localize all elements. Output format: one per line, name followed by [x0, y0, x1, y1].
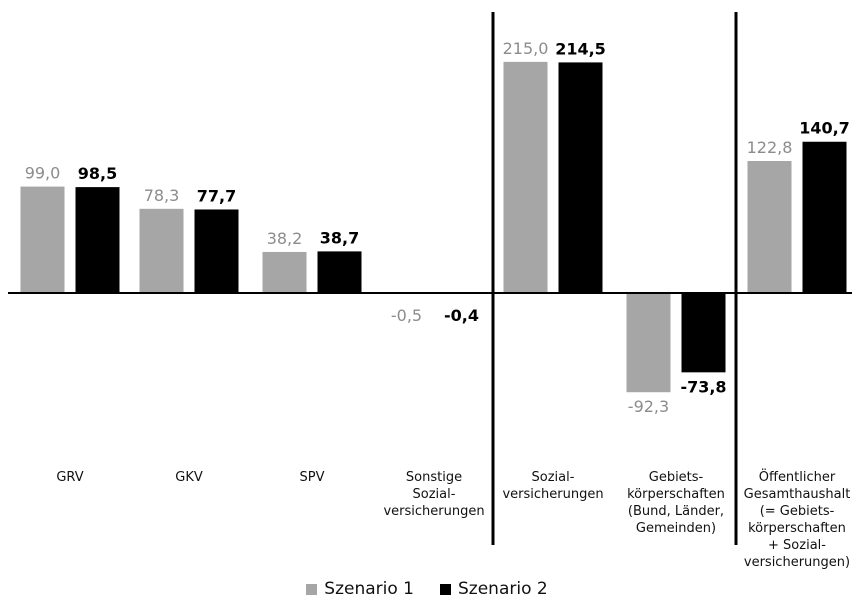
value-label-series2-cat5: 214,5 [555, 39, 606, 58]
value-label-series1-cat3: 38,2 [267, 229, 303, 248]
legend-item-szenario-2: Szenario 2 [440, 579, 548, 599]
bar-series2-cat2 [194, 209, 239, 293]
bar-series2-cat5 [558, 62, 603, 293]
value-label-series1-cat1: 99,0 [25, 164, 61, 183]
legend-item-szenario-1: Szenario 1 [306, 579, 414, 599]
value-label-series2-cat1: 98,5 [78, 164, 117, 183]
value-label-series2-cat3: 38,7 [320, 228, 359, 247]
value-label-series2-cat2: 77,7 [197, 186, 236, 205]
category-label-1: GRV [56, 470, 83, 485]
value-label-series2-cat6: -73,8 [680, 377, 726, 396]
legend-swatch-szenario-2 [440, 583, 451, 595]
value-labels-layer: 99,0 98,5 78,3 77,7 38,2 38,7 -0,5 -0,4 215,0 214… [25, 39, 850, 416]
value-label-series2-cat4: -0,4 [444, 306, 479, 325]
bar-series2-cat1 [75, 187, 120, 293]
value-label-series1-cat7: 122,8 [747, 138, 793, 157]
bar-series2-cat3 [317, 251, 362, 293]
legend-swatch-szenario-1 [306, 583, 318, 595]
bar-series1-cat3 [262, 251, 307, 293]
bar-series2-cat6 [681, 293, 726, 373]
bar-series1-cat7 [747, 160, 792, 293]
value-label-series1-cat4: -0,5 [391, 306, 422, 325]
value-label-series1-cat6: -92,3 [628, 397, 669, 416]
category-label-5: Sozial-versicherungen [502, 470, 603, 502]
category-label-4: Sonstige Sozial-versicherungen [383, 470, 484, 519]
value-label-series1-cat2: 78,3 [144, 186, 180, 205]
category-label-2: GKV [175, 470, 203, 485]
bar-series1-cat6 [626, 293, 671, 393]
bar-series1-cat2 [139, 208, 184, 293]
legend: Szenario 1 Szenario 2 [0, 576, 854, 602]
value-label-series1-cat5: 215,0 [503, 39, 549, 58]
legend-label-szenario-2: Szenario 2 [458, 579, 548, 599]
category-labels-layer: GRV GKV SPV Sonstige Sozial-versicherungen So… [56, 468, 850, 570]
axis-layer [8, 12, 852, 545]
category-label-7: Öffentlicher Gesamthaushalt (= Gebiets-kör… [744, 468, 851, 570]
bars-layer [20, 61, 847, 393]
bar-series1-cat1 [20, 186, 65, 293]
category-label-6: Gebiets-körperschaften (Bund, Länder, Geme… [627, 470, 725, 536]
category-label-3: SPV [300, 470, 325, 485]
bar-series2-cat7 [802, 141, 847, 293]
value-label-series2-cat7: 140,7 [799, 119, 850, 138]
bar-series1-cat5 [503, 61, 548, 293]
legend-label-szenario-1: Szenario 1 [324, 579, 414, 599]
